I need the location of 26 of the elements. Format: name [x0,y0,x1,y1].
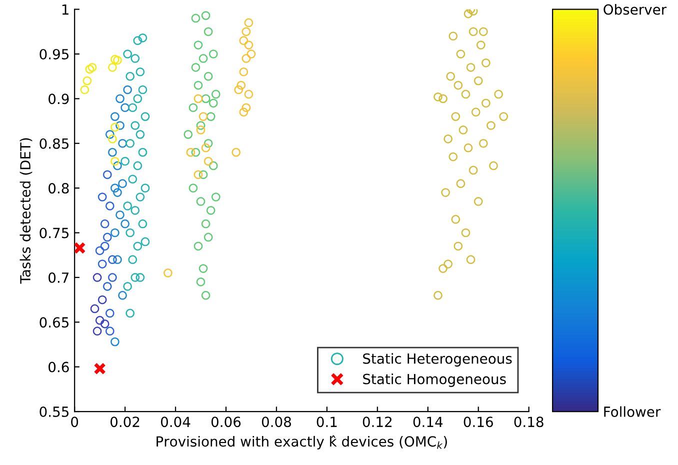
y-tick-label: 0.85 [40,138,69,149]
x-tick-label: 0.04 [160,416,190,428]
y-tick-label: 0.9 [48,94,69,104]
x-tick-label: 0.02 [110,416,140,428]
y-tick-label: 0.6 [48,362,69,372]
legend-label: Static Heterogeneous [363,353,512,367]
x-tick-label: 0.1 [316,416,337,428]
x-tick-label: 0.12 [362,416,392,428]
y-tick-label: 0.8 [48,183,69,194]
y-tick-label: 0.7 [48,272,69,283]
x-tick-label: 0.08 [262,416,291,428]
x-tick-label: 0.18 [514,416,544,428]
y-tick-label: 0.75 [40,228,69,238]
x-tick-label: 0.16 [464,416,493,428]
x-tick-label: 0.06 [211,416,241,428]
color-bar-label: Follower [604,406,661,417]
x-tick-label: 0 [71,416,78,428]
y-tick-label: 0.55 [40,406,69,417]
y-tick-label: 0.65 [40,317,69,328]
x-axis-title: Provisioned with exactly k̂ devices (OMC$_{k}$) [156,435,447,450]
y-tick-label: 1 [62,4,68,15]
x-tick-label: 0.14 [413,416,443,428]
y-axis-title: Tasks detected (DET) [20,138,32,284]
y-tick-label: 0.95 [40,48,69,60]
color-bar-label: Observer [604,4,667,15]
legend-label: Static Homogeneous [363,374,506,387]
